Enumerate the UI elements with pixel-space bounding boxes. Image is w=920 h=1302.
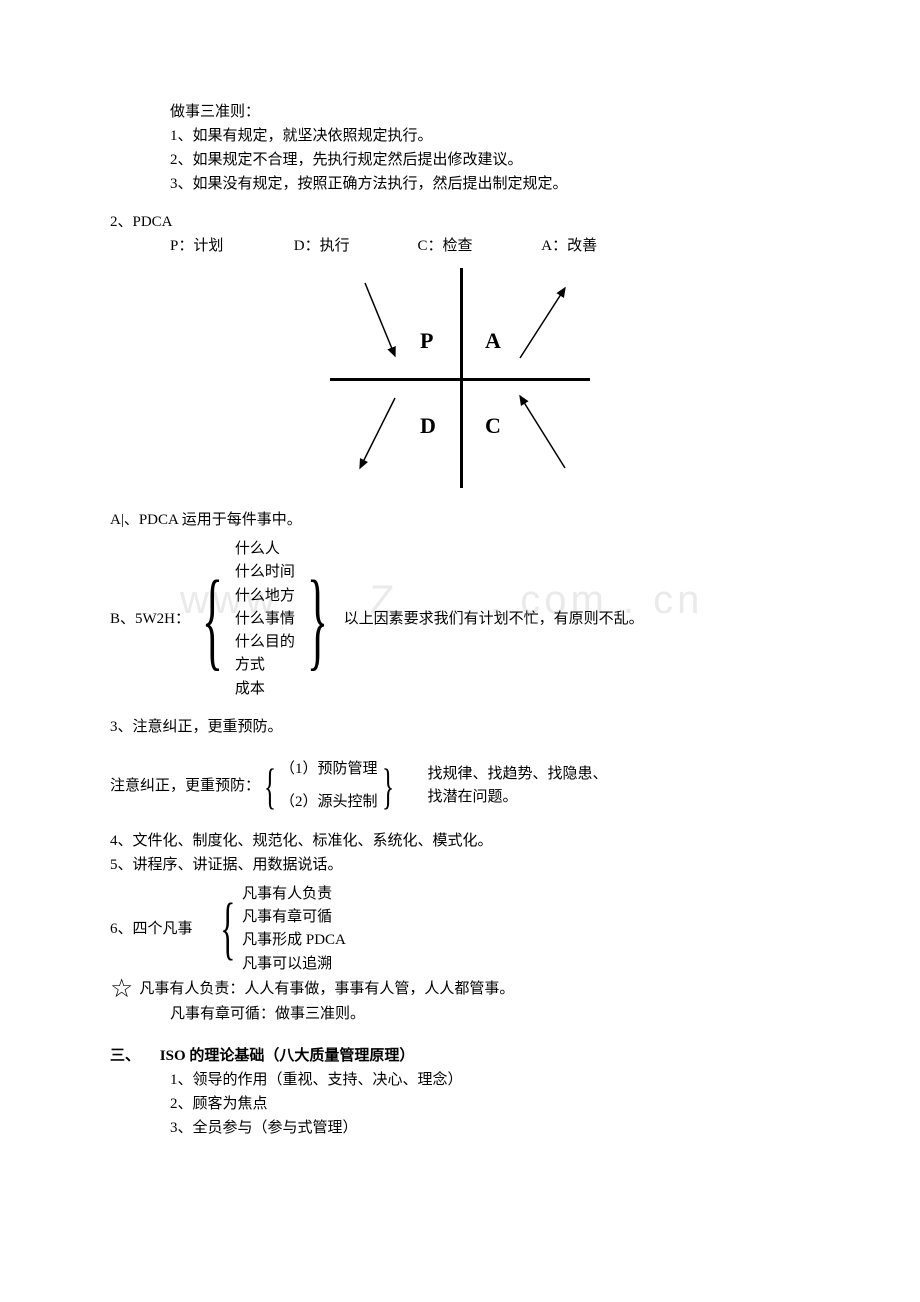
w2h-i4: 什么事情 [235,608,295,631]
sec3-l1: 1、领导的作用（重视、支持、决心、理念） [170,1068,810,1092]
pdca-arrows [310,268,610,488]
w2h-i1: 什么人 [235,538,295,561]
w2h-i3: 什么地方 [235,585,295,608]
brace-right-icon: } [382,766,394,806]
four-row: 6、四个凡事 { 凡事有人负责 凡事有章可循 凡事形成 PDCA 凡事可以追溯 [110,883,810,976]
brace-right-icon: } [307,581,328,658]
pdca-diagram: P A D C [310,268,610,488]
sec3-title: ISO 的理论基础（八大质量管理原理） [160,1048,415,1064]
prevent-items: （1）预防管理 （2）源头控制 [280,753,378,819]
four-lead: 6、四个凡事 [110,917,193,941]
w2h-tail: 以上因素要求我们有计划不忙，有原则不乱。 [344,607,644,631]
prevent-i1: （1）预防管理 [280,753,378,786]
four-i2: 凡事有章可循 [242,906,346,929]
w2h-items: 什么人 什么时间 什么地方 什么事情 什么目的 方式 成本 [235,538,295,701]
pdca-p: P：计划 [170,234,290,258]
four-i1: 凡事有人负责 [242,883,346,906]
star2-text: 凡事有章可循：做事三准则。 [170,1002,810,1026]
intro-l1: 1、如果有规定，就坚决依照规定执行。 [170,124,810,148]
w2h-i7: 成本 [235,678,295,701]
intro-l3: 3、如果没有规定，按照正确方法执行，然后提出制定规定。 [170,172,810,196]
brace-left-icon: { [202,581,223,658]
intro-l2: 2、如果规定不合理，先执行规定然后提出修改建议。 [170,148,810,172]
prevent-lead: 注意纠正，更重预防： [110,774,260,798]
star1-text: 凡事有人负责：人人有事做，事事有人管，人人都管事。 [139,977,514,1001]
pdca-d: D：执行 [294,234,414,258]
sec3-l3: 3、全员参与（参与式管理） [170,1116,810,1140]
w2h-lead: B、5W2H： [110,607,190,631]
intro-title: 做事三准则： [170,100,810,124]
w2h-i6: 方式 [235,654,295,677]
pdca-c: C：检查 [418,234,538,258]
prevent-tail: 找规律、找趋势、找隐患、 找潜在问题。 [428,763,608,810]
line-a: A|、PDCA 运用于每件事中。 [110,508,810,532]
prevent-row: 注意纠正，更重预防： { （1）预防管理 （2）源头控制 } 找规律、找趋势、找… [110,753,810,819]
four-i3: 凡事形成 PDCA [242,929,346,952]
w2h-i2: 什么时间 [235,561,295,584]
four-i4: 凡事可以追溯 [242,953,346,976]
w2h-row: www Z . com . cn B、5W2H： { 什么人 什么时间 什么地方… [110,538,810,701]
star-icon: ☆ [110,976,133,1002]
brace-left-icon: { [264,766,276,806]
four-items: 凡事有人负责 凡事有章可循 凡事形成 PDCA 凡事可以追溯 [242,883,346,976]
pdca-legend: P：计划 D：执行 C：检查 A：改善 [170,234,810,258]
prevent-i2: （2）源头控制 [280,786,378,819]
w2h-i5: 什么目的 [235,631,295,654]
brace-left-icon: { [220,901,235,957]
star-line-1: ☆ 凡事有人负责：人人有事做，事事有人管，人人都管事。 [110,976,810,1002]
pdca-head: 2、PDCA [110,210,810,234]
prevent-t2: 找潜在问题。 [428,786,608,809]
sec3-head: 三、 ISO 的理论基础（八大质量管理原理） [110,1044,810,1068]
s5: 5、讲程序、讲证据、用数据说话。 [110,853,810,877]
s3: 3、注意纠正，更重预防。 [110,715,810,739]
s4: 4、文件化、制度化、规范化、标准化、系统化、模式化。 [110,829,810,853]
sec3-num: 三、 [110,1048,140,1064]
pdca-a: A：改善 [541,234,661,258]
prevent-t1: 找规律、找趋势、找隐患、 [428,763,608,786]
sec3-l2: 2、顾客为焦点 [170,1092,810,1116]
